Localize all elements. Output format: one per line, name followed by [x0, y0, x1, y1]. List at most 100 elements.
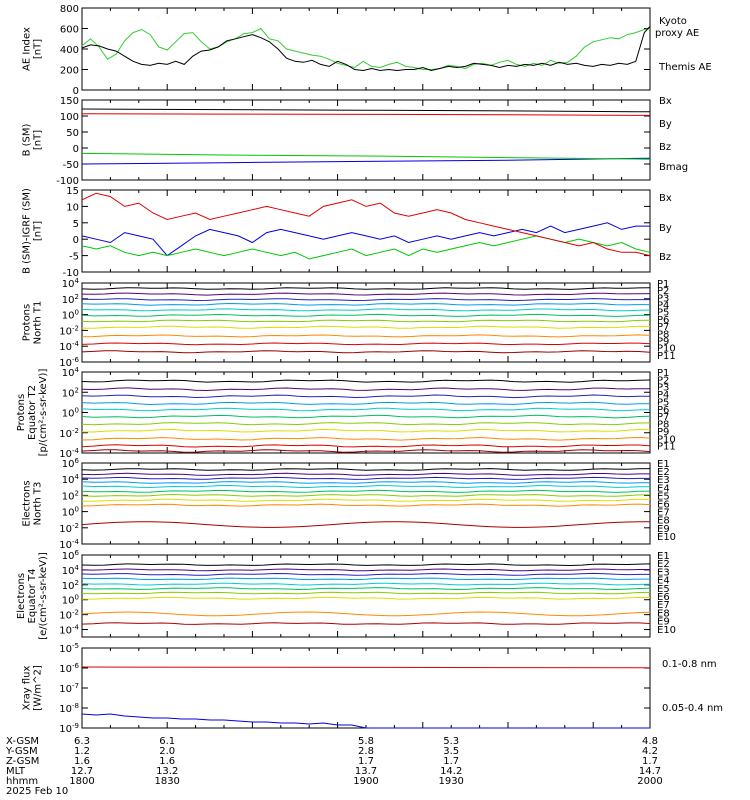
channel-line-p4: [82, 304, 650, 306]
y-tick-label: 10: [66, 202, 79, 213]
series-line-bmag: [82, 109, 650, 112]
y-tick-label: 104: [62, 473, 80, 486]
channel-line-p4: [82, 402, 650, 404]
panel-frame-7: [82, 648, 650, 728]
y-axis-label-4: Equator T2: [27, 385, 38, 440]
channel-line-p11: [82, 351, 650, 353]
channel-line-p6: [82, 415, 650, 418]
panel-frame-6: [82, 555, 650, 637]
y-axis-label-1: B (SM): [22, 123, 33, 156]
y-tick-label: 10-2: [59, 427, 79, 440]
legend-entry-by: By: [659, 119, 672, 130]
channel-line-e9: [82, 612, 650, 616]
y-tick-label: 10-4: [59, 340, 79, 353]
channel-line-e2: [82, 473, 650, 475]
y-tick-label: 0: [73, 235, 79, 246]
y-tick-label: 102: [62, 579, 79, 592]
channel-line-e5: [82, 583, 650, 585]
legend-entry-e10: E10: [657, 532, 676, 543]
y-axis-label-0: [nT]: [33, 39, 44, 59]
channel-line-p1: [82, 380, 650, 382]
y-axis-label-7: [W/m^2]: [33, 665, 44, 711]
channel-line-p2: [82, 388, 650, 391]
channel-line-p6: [82, 314, 650, 316]
series-line-themis-ae: [82, 26, 650, 70]
y-tick-label: 15: [66, 186, 79, 197]
channel-line-e2: [82, 569, 650, 571]
y-tick-label: 10-5: [59, 642, 79, 655]
y-axis-label-4: Protons: [16, 394, 27, 431]
series-line-dev-bx: [82, 223, 650, 256]
y-tick-label: 600: [60, 25, 79, 36]
legend-entry-bx: Bx: [659, 96, 672, 107]
channel-line-p7: [82, 423, 650, 425]
legend-entry-bmag: Bmag: [659, 162, 688, 173]
y-tick-label: 10-2: [59, 609, 79, 622]
ephemeris-value: 1830: [154, 776, 179, 787]
channel-line-e9: [82, 504, 650, 506]
channel-line-p7: [82, 320, 650, 322]
themis-summary-plot: 0 200 400 600 800 AE Index [nT] Kyoto proxy AE Th…: [0, 0, 750, 800]
y-tick-label: 10-2: [59, 324, 79, 337]
channel-line-e1: [82, 564, 650, 566]
y-tick-label: 106: [62, 549, 80, 562]
series-line-bz: [82, 114, 650, 116]
y-tick-label: 102: [62, 386, 79, 399]
y-axis-label-3: Protons: [22, 304, 33, 341]
y-tick-label: -5: [69, 252, 79, 263]
channel-line-e7: [82, 495, 650, 497]
y-tick-label: 5: [73, 219, 79, 230]
channel-line-e5: [82, 486, 650, 488]
series-line-by: [82, 153, 650, 159]
channel-line-e4: [82, 578, 650, 580]
channel-line-e10: [82, 522, 650, 528]
y-tick-label: 10-8: [59, 702, 79, 715]
channel-line-e10: [82, 623, 650, 625]
channel-line-e8: [82, 499, 650, 501]
y-tick-label: 106: [62, 457, 80, 470]
y-tick-label: 10-9: [59, 722, 79, 735]
legend-entry-xray-0: 0.1-0.8 nm: [662, 659, 717, 670]
legend-entry-themis-ae: Themis AE: [658, 62, 712, 73]
channel-line-p10: [82, 445, 650, 447]
legend-entry-dev-by: By: [659, 223, 672, 234]
y-tick-label: 100: [62, 506, 79, 519]
y-tick-label: 100: [62, 407, 79, 420]
legend-entry-e10: E10: [657, 625, 676, 636]
y-axis-label-4: [p/(cm²-s-sr-keV)]: [38, 369, 49, 457]
y-axis-label-6: Equator T4: [27, 569, 38, 624]
channel-line-p9: [82, 438, 650, 441]
y-tick-label: 10-6: [59, 662, 79, 675]
y-axis-label-1: [nT]: [33, 130, 44, 150]
channel-line-p5: [82, 408, 650, 411]
y-tick-label: 400: [60, 45, 79, 56]
series-line-bx: [82, 158, 650, 164]
channel-line-e6: [82, 490, 650, 492]
chart-canvas: 0200400600800AE Index [nT]Kyoto proxy AETh…: [0, 0, 750, 800]
y-tick-label: 100: [62, 594, 79, 607]
legend-entry-p11: P11: [657, 351, 676, 362]
ephemeris-date: 2025 Feb 10: [6, 786, 68, 797]
y-tick-label: 0: [73, 144, 79, 155]
channel-line-e7: [82, 592, 650, 594]
y-tick-label: 104: [62, 277, 80, 290]
legend-entry-kyoto-proxy-ae: Kyoto proxy AE: [655, 16, 699, 39]
ephemeris-value: 1900: [353, 776, 378, 787]
y-tick-label: 200: [60, 66, 79, 77]
channel-line-p5: [82, 309, 650, 311]
y-axis-label-6: [e/(cm²-s-sr-keV)]: [38, 552, 49, 640]
panel-frame-0: [82, 8, 650, 90]
panel-frame-1: [82, 100, 650, 180]
channel-line-p3: [82, 395, 650, 398]
series-line-dev-by: [82, 236, 650, 259]
y-tick-label: 104: [62, 564, 80, 577]
y-axis-label-5: North T3: [33, 482, 44, 526]
channel-line-p1: [82, 288, 650, 290]
channel-line-p8: [82, 430, 650, 433]
y-axis-label-0: AE Index: [22, 27, 33, 71]
channel-line-e3: [82, 477, 650, 479]
y-axis-label-3: North T1: [33, 301, 44, 345]
ephemeris-value: 1800: [69, 776, 94, 787]
channel-line-e1: [82, 469, 650, 471]
channel-line-p9: [82, 335, 650, 337]
